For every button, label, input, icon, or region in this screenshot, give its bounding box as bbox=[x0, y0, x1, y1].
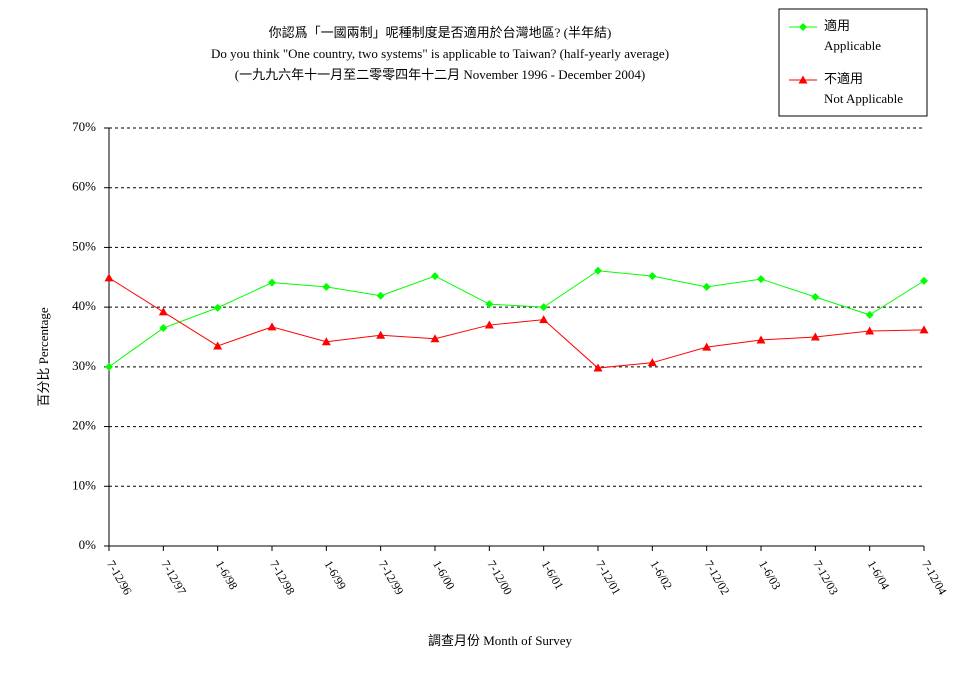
x-tick-label: 1-6/99 bbox=[321, 558, 349, 592]
series-line bbox=[108, 270, 925, 368]
data-point bbox=[376, 330, 386, 339]
x-tick-label: 1-6/02 bbox=[647, 558, 675, 592]
y-tick-label: 30% bbox=[72, 358, 96, 373]
x-tick-label: 7-12/97 bbox=[158, 558, 189, 597]
y-tick-label: 40% bbox=[72, 298, 96, 313]
x-tick-label: 7-12/98 bbox=[267, 558, 298, 597]
data-point bbox=[213, 341, 223, 350]
data-point bbox=[159, 324, 168, 333]
data-point bbox=[268, 278, 276, 287]
data-point bbox=[920, 276, 928, 285]
data-point bbox=[756, 335, 766, 344]
x-tick-label: 1-6/98 bbox=[213, 558, 241, 592]
x-tick-label: 7-12/03 bbox=[810, 558, 841, 597]
x-tick-label: 7-12/04 bbox=[919, 558, 950, 597]
data-point bbox=[702, 282, 711, 291]
data-point bbox=[811, 292, 820, 301]
data-point bbox=[213, 303, 222, 312]
data-point bbox=[865, 310, 874, 319]
x-axis-label: 調查月份 Month of Survey bbox=[428, 633, 573, 648]
legend-label: Applicable bbox=[824, 38, 881, 53]
data-point bbox=[919, 325, 929, 334]
x-tick-label: 7-12/96 bbox=[104, 558, 135, 597]
x-tick-label: 1-6/04 bbox=[865, 558, 893, 592]
data-point bbox=[594, 266, 602, 275]
y-tick-label: 0% bbox=[79, 537, 97, 552]
data-point bbox=[484, 320, 494, 329]
legend-label: 不適用 bbox=[824, 71, 863, 86]
chart-title: 你認爲「一國兩制」呢種制度是否適用於台灣地區? (半年結) bbox=[269, 25, 612, 40]
chart-subtitle: (一九九六年十一月至二零零四年十二月 November 1996 - Decem… bbox=[235, 67, 646, 82]
data-point bbox=[865, 326, 875, 335]
legend-marker bbox=[798, 75, 808, 84]
data-point bbox=[757, 275, 765, 284]
x-tick-label: 1-6/01 bbox=[539, 558, 567, 592]
data-point bbox=[702, 342, 712, 351]
data-point bbox=[430, 334, 440, 343]
x-tick-label: 7-12/02 bbox=[702, 558, 733, 597]
x-tick-label: 7-12/01 bbox=[593, 558, 624, 597]
data-point bbox=[647, 358, 657, 367]
y-axis-label: 百分比 Percentage bbox=[36, 307, 51, 407]
series-line bbox=[108, 277, 925, 369]
data-point bbox=[267, 322, 277, 331]
data-point bbox=[104, 273, 114, 282]
data-point bbox=[539, 315, 549, 324]
legend-label: Not Applicable bbox=[824, 91, 903, 106]
data-point bbox=[810, 332, 820, 341]
data-point bbox=[158, 307, 168, 316]
legend-label: 適用 bbox=[824, 18, 850, 33]
y-tick-label: 70% bbox=[72, 119, 96, 134]
legend-marker bbox=[799, 23, 807, 31]
y-tick-label: 50% bbox=[72, 238, 96, 253]
x-tick-label: 1-6/03 bbox=[756, 558, 784, 592]
x-tick-label: 1-6/00 bbox=[430, 558, 458, 592]
data-point bbox=[376, 291, 385, 300]
data-point bbox=[539, 303, 548, 312]
data-point bbox=[431, 272, 439, 281]
data-point bbox=[105, 362, 113, 371]
x-tick-label: 7-12/99 bbox=[376, 558, 407, 597]
data-point bbox=[648, 272, 657, 281]
x-tick-label: 7-12/00 bbox=[484, 558, 515, 597]
data-point bbox=[593, 363, 603, 372]
y-tick-label: 20% bbox=[72, 418, 96, 433]
y-tick-label: 60% bbox=[72, 179, 96, 194]
data-point bbox=[321, 337, 331, 346]
data-point bbox=[322, 282, 331, 291]
y-tick-label: 10% bbox=[72, 477, 96, 492]
chart-subtitle: Do you think "One country, two systems" … bbox=[211, 46, 669, 61]
data-point bbox=[485, 300, 494, 309]
